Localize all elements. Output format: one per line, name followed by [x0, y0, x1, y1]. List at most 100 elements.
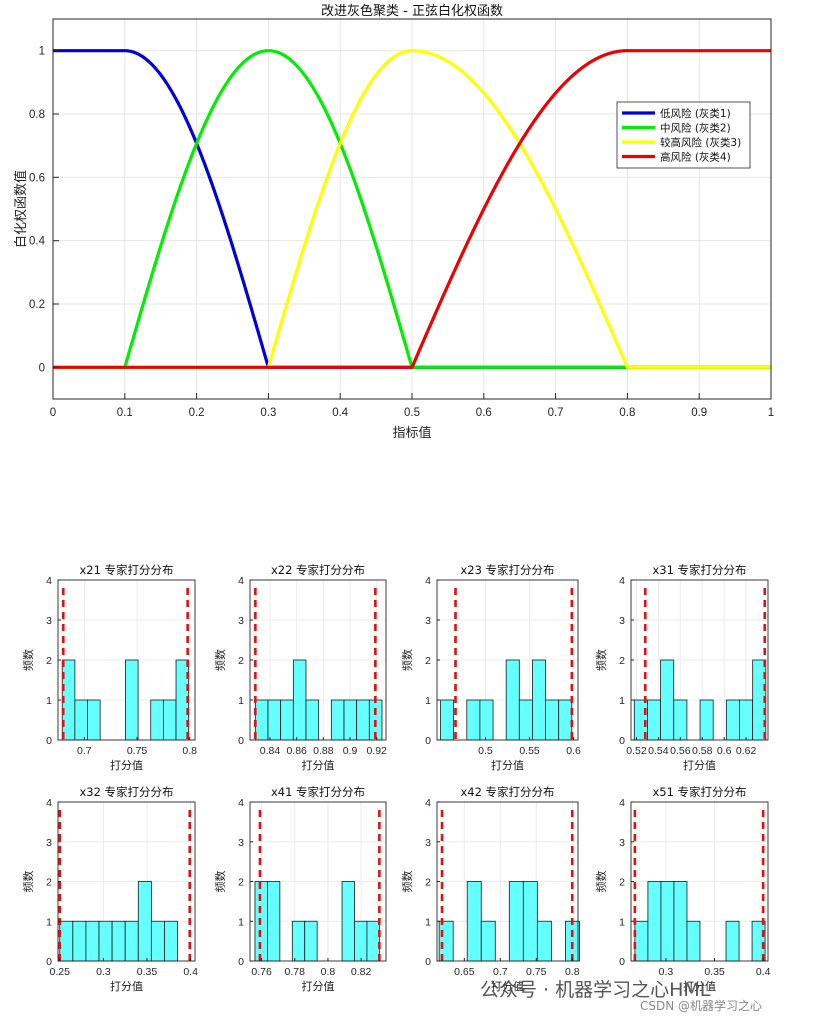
hist-x-tick-label: 0.54	[648, 745, 669, 757]
main-x-tick-label: 0.1	[117, 407, 133, 419]
hist-y-label: 频数	[400, 649, 414, 671]
legend-label-2: 中风险 (灰类2)	[660, 122, 731, 135]
hist-y-tick-label: 3	[425, 615, 431, 627]
histogram-bar	[305, 699, 320, 741]
main-x-tick-label: 0.3	[260, 407, 276, 419]
hist-y-tick-label: 2	[619, 655, 625, 667]
hist-y-label: 频数	[21, 871, 35, 893]
legend-label-4: 高风险 (灰类4)	[660, 151, 731, 164]
main-x-tick-label: 1	[768, 407, 774, 419]
hist-title: x21 专家打分分布	[79, 563, 173, 577]
hist-x-label: 打分值	[683, 979, 716, 993]
hist-x-tick-label: 0.52	[626, 745, 647, 757]
histogram-bar	[150, 920, 165, 962]
histogram-bar	[480, 920, 496, 962]
histogram-bar	[545, 699, 560, 741]
histogram-bar	[647, 881, 662, 962]
histogram-bar	[647, 699, 661, 741]
histogram-bar	[98, 920, 113, 962]
hist-x-tick-label: 0.25	[50, 966, 71, 978]
hist-y-label: 频数	[21, 649, 35, 671]
histogram-bar	[267, 699, 282, 741]
hist-x-tick-label: 0.8	[321, 966, 336, 978]
hist-y-tick-label: 4	[46, 797, 52, 809]
hist-x-tick-label: 0.75	[127, 745, 148, 757]
hist-y-tick-label: 0	[425, 956, 431, 968]
histogram-bar	[341, 881, 355, 962]
hist-y-tick-label: 4	[46, 575, 52, 587]
histogram-bar	[634, 920, 649, 962]
hist-x-label: 打分值	[302, 758, 335, 772]
hist-y-tick-label: 3	[238, 615, 244, 627]
hist-y-tick-label: 1	[46, 695, 52, 707]
main-x-tick-label: 0	[50, 407, 56, 419]
histogram-bar	[518, 699, 533, 741]
histogram-bar	[660, 659, 675, 741]
histogram-bar	[466, 881, 482, 962]
histogram-bar	[536, 920, 552, 962]
hist-y-tick-label: 2	[425, 655, 431, 667]
hist-x-tick-label: 0.56	[670, 745, 691, 757]
hist-y-tick-label: 0	[619, 735, 625, 747]
hist-y-tick-label: 0	[238, 735, 244, 747]
hist-y-label: 频数	[213, 649, 227, 671]
hist-title: x51 专家打分分布	[652, 785, 746, 799]
hist-y-tick-label: 4	[425, 797, 431, 809]
hist-title: x41 专家打分分布	[271, 785, 365, 799]
hist-x-label: 打分值	[491, 758, 524, 772]
main-y-tick-label: 1	[39, 46, 45, 58]
histogram-bar	[673, 699, 688, 741]
histogram-bar	[125, 659, 139, 741]
hist-title: x31 专家打分分布	[652, 563, 746, 577]
hist-y-tick-label: 3	[425, 837, 431, 849]
histogram-bar	[343, 699, 358, 741]
hist-title: x23 专家打分分布	[460, 563, 554, 577]
main-y-tick-label: 0.2	[29, 299, 45, 311]
histogram-bar	[280, 699, 294, 741]
histogram-bar	[508, 881, 524, 962]
histogram-bar	[291, 920, 306, 962]
hist-x-tick-label: 0.6	[566, 745, 581, 757]
hist-y-tick-label: 2	[46, 877, 52, 889]
main-x-tick-label: 0.8	[619, 407, 635, 419]
hist-x-tick-label: 0.35	[704, 966, 725, 978]
histogram-bar	[725, 699, 740, 741]
hist-title: x22 专家打分分布	[271, 563, 365, 577]
histogram-bar	[254, 699, 269, 741]
hist-x-tick-label: 0.82	[351, 966, 372, 978]
hist-x-tick-label: 0.55	[519, 745, 540, 757]
hist-x-tick-label: 0.76	[251, 966, 272, 978]
main-y-tick-label: 0	[39, 362, 45, 374]
hist-x-tick-label: 0.62	[736, 745, 757, 757]
hist-x-tick-label: 0.75	[526, 966, 547, 978]
histogram-bar	[440, 699, 455, 741]
histogram-bar	[686, 920, 701, 962]
histogram-bar	[164, 920, 178, 962]
main-x-axis-label: 指标值	[392, 425, 431, 441]
hist-y-tick-label: 3	[619, 837, 625, 849]
main-x-tick-label: 0.9	[691, 407, 707, 419]
hist-title: x32 专家打分分布	[79, 785, 173, 799]
histogram-bar	[366, 920, 380, 962]
hist-y-label: 频数	[594, 871, 608, 893]
hist-x-label: 打分值	[302, 979, 335, 993]
hist-y-tick-label: 1	[46, 916, 52, 928]
hist-y-label: 频数	[594, 649, 608, 671]
hist-x-tick-label: 0.88	[313, 745, 334, 757]
hist-y-tick-label: 1	[425, 916, 431, 928]
legend-label-1: 低风险 (灰类1)	[660, 107, 731, 120]
hist-y-tick-label: 3	[46, 837, 52, 849]
hist-x-tick-label: 0.4	[183, 966, 198, 978]
hist-x-tick-label: 0.86	[286, 745, 307, 757]
histogram-bar	[304, 920, 318, 962]
histogram-bar	[356, 699, 370, 741]
hist-y-tick-label: 1	[238, 916, 244, 928]
hist-y-tick-label: 1	[238, 695, 244, 707]
hist-x-tick-label: 0.5	[478, 745, 493, 757]
hist-x-tick-label: 0.3	[659, 966, 674, 978]
hist-x-tick-label: 0.9	[343, 745, 358, 757]
